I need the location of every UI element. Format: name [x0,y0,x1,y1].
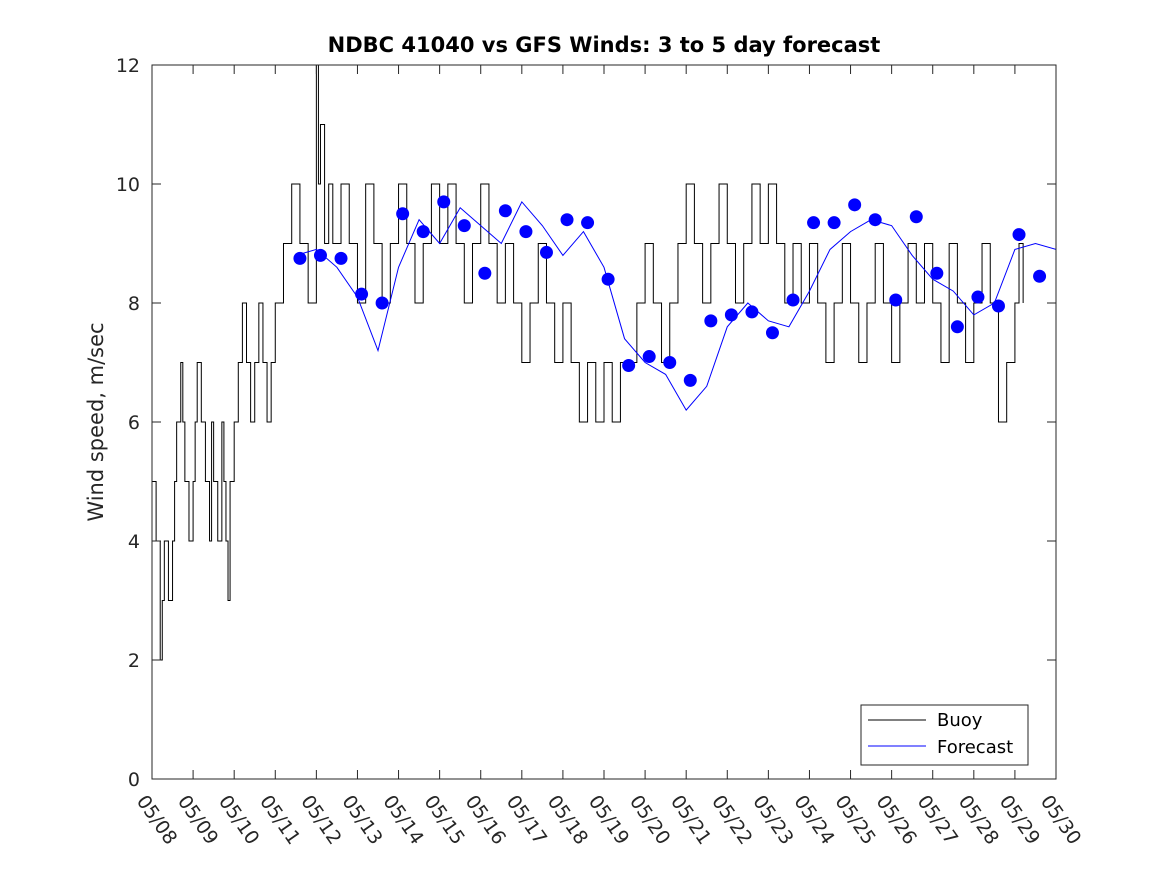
forecast-marker [909,210,923,224]
forecast-marker [991,299,1005,313]
forecast-marker [889,293,903,307]
forecast-marker [642,350,656,364]
forecast-marker [1012,228,1026,242]
forecast-marker [396,207,410,221]
forecast-marker [971,290,985,304]
forecast-marker [622,358,636,372]
forecast-marker [848,198,862,212]
forecast-marker [683,373,697,387]
forecast-marker [663,356,677,369]
y-tick-label: 12 [116,55,140,77]
forecast-marker [827,216,841,230]
forecast-marker [601,272,615,286]
forecast-marker [765,326,779,340]
forecast-marker [786,293,800,307]
forecast-marker [375,296,389,310]
y-tick-label: 6 [128,412,140,434]
forecast-marker [930,266,944,280]
legend-label-buoy: Buoy [937,710,983,731]
y-axis: 0 2 4 6 8 10 12 [116,55,1056,791]
forecast-marker [519,225,533,239]
plot-series-group [152,65,1056,661]
y-tick-label: 4 [128,531,140,553]
forecast-marker [437,195,451,209]
series-line-buoy [152,65,1024,661]
series-line-forecast [295,200,1056,411]
forecast-marker [457,219,471,233]
forecast-marker [868,213,882,227]
y-tick-label: 0 [128,769,140,791]
forecast-marker [807,216,821,230]
forecast-marker [950,320,964,334]
forecast-marker [293,251,307,265]
forecast-marker [498,204,512,218]
forecast-marker [581,216,595,230]
legend: Buoy Forecast [860,704,1029,766]
y-tick-label: 2 [128,650,140,672]
y-tick-label: 8 [128,293,140,315]
forecast-marker [478,266,492,280]
y-tick-label: 10 [116,174,140,196]
forecast-marker [334,251,348,265]
forecast-marker [416,225,430,239]
forecast-marker [313,248,327,262]
forecast-marker [724,308,738,322]
legend-box [860,704,1029,766]
y-axis-label: Wind speed, m/sec [84,322,108,521]
forecast-marker [1033,269,1047,283]
legend-label-forecast: Forecast [937,737,1013,758]
forecast-marker [355,287,369,301]
forecast-marker [560,213,574,227]
series-layer [152,65,1056,661]
forecast-marker [539,245,553,259]
forecast-marker [704,314,718,328]
forecast-marker [745,305,759,319]
chart-title: NDBC 41040 vs GFS Winds: 3 to 5 day fore… [328,33,881,57]
